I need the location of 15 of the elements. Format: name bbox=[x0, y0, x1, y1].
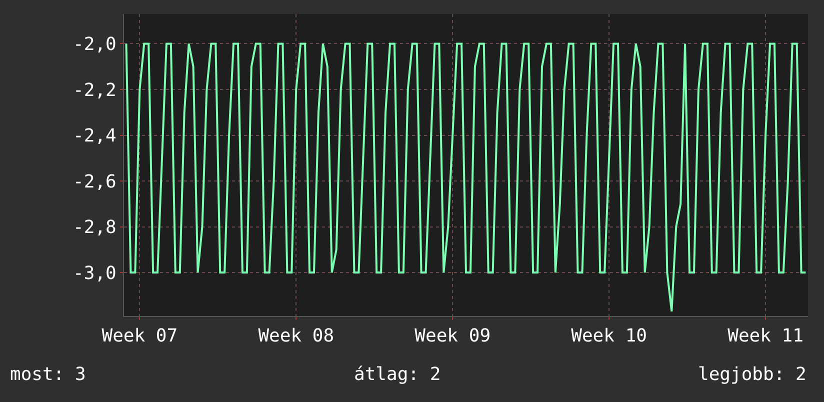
text: legjobb: 2 bbox=[698, 364, 806, 385]
y-tick-label: -2,4 bbox=[73, 126, 116, 147]
x-tick-label: Week 11 bbox=[728, 326, 804, 347]
x-tick-label: Week 10 bbox=[571, 326, 647, 347]
y-tick-label: -2,2 bbox=[73, 80, 116, 101]
y-tick-label: -2,6 bbox=[73, 171, 116, 192]
x-tick-label: Week 08 bbox=[258, 326, 334, 347]
y-tick-label: -3,0 bbox=[73, 262, 116, 284]
x-tick-label: Week 09 bbox=[414, 326, 491, 347]
line-series bbox=[125, 42, 807, 312]
y-tick-label: -2,0 bbox=[73, 34, 116, 56]
text: most: 3 bbox=[10, 364, 86, 385]
text: átlag: 2 bbox=[354, 364, 441, 385]
y-tick-label: -2,8 bbox=[73, 217, 116, 238]
x-tick-label: Week 07 bbox=[102, 326, 178, 347]
